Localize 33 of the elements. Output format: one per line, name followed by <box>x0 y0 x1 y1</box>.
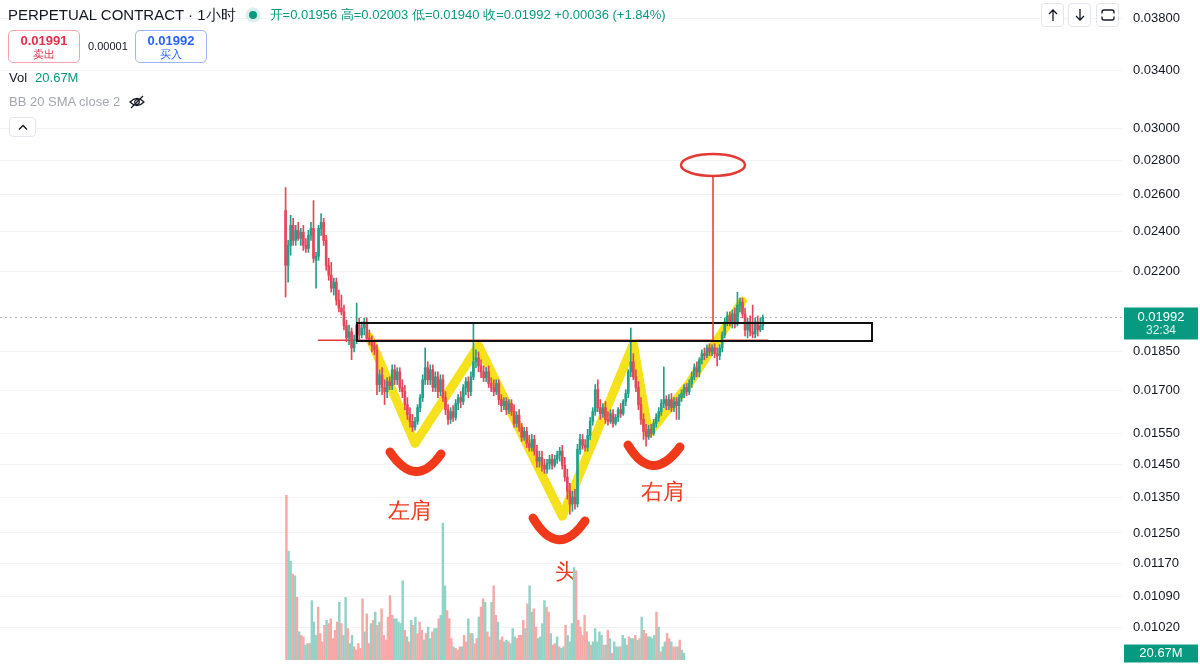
y-tick-label: 0.03800 <box>1133 10 1180 26</box>
annotation: 0.01991 <box>20 32 68 48</box>
y-tick-label: 0.01450 <box>1133 455 1180 471</box>
y-tick-label: 0.01850 <box>1133 343 1180 359</box>
sell-button: 0.01991 卖出 <box>8 30 80 63</box>
annotation: 卖出 <box>33 47 55 61</box>
ref-line-label: 0.01992 <box>1137 309 1185 325</box>
y-tick-label: 0.01700 <box>1133 382 1180 398</box>
annotation: 0.01992 <box>147 32 195 48</box>
annotation: 买入 <box>160 47 182 61</box>
buy-button: 0.01992 买入 <box>135 30 207 63</box>
y-tick-label: 0.02600 <box>1133 185 1180 201</box>
chart-title: PERPETUAL CONTRACT · 1小时 <box>8 5 236 25</box>
y-tick-label: 0.02400 <box>1133 222 1180 238</box>
y-tick-label: 0.01350 <box>1133 488 1180 504</box>
y-tick-label: 0.01170 <box>1133 555 1180 571</box>
y-tick-label: 0.03000 <box>1133 119 1180 135</box>
annotation: 20.67M <box>35 70 79 86</box>
annotation: BB 20 SMA close 2 <box>9 94 121 110</box>
annotation: 左肩 <box>388 498 432 524</box>
annotation: Vol <box>9 70 28 86</box>
annotation: 0.00001 <box>88 40 128 53</box>
chart-subtitle: 开=0.01956 高=0.02003 低=0.01940 收=0.01992 +0.00036 (+1.84%) <box>269 6 666 24</box>
y-tick-label: 0.01550 <box>1133 425 1180 441</box>
y-tick-label: 0.02200 <box>1133 263 1180 279</box>
text: 32:34 <box>1145 323 1177 338</box>
annotation: 右肩 <box>641 479 685 505</box>
y-tick-label: 0.01250 <box>1133 524 1180 540</box>
y-tick-label: 0.02800 <box>1133 151 1180 167</box>
text: 20.67M <box>1139 644 1183 660</box>
y-tick-label: 0.01090 <box>1133 587 1180 603</box>
y-tick-label: 0.01020 <box>1133 618 1180 634</box>
y-tick-label: 0.03400 <box>1133 61 1180 77</box>
